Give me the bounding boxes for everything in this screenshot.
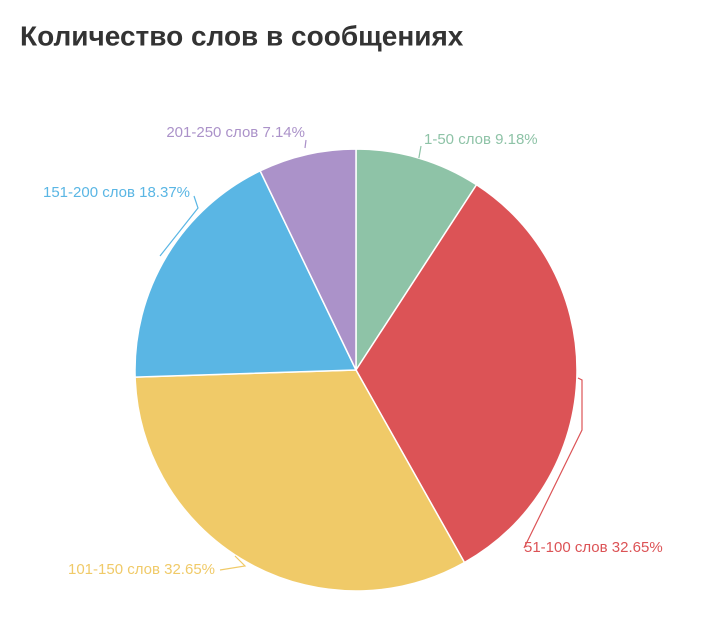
pie-slice <box>355 183 578 564</box>
leader-line <box>418 145 422 159</box>
leader-line <box>159 195 199 257</box>
pie-slice <box>259 148 357 371</box>
leader-line <box>304 139 307 149</box>
category-label: 1-50 слов <box>424 131 491 148</box>
pie-slice <box>134 369 466 592</box>
category-label: 151-200 слов <box>43 184 135 201</box>
data-label: 201-250 слов 7.14% <box>166 124 305 141</box>
chart-title: Количество слов в сообщениях <box>20 20 464 51</box>
value-label: 32.65% <box>612 539 663 556</box>
pie-slice <box>134 169 358 378</box>
leader-line <box>219 555 247 571</box>
value-label: 18.37% <box>139 184 190 201</box>
data-label: 151-200 слов 18.37% <box>43 184 190 201</box>
value-label: 7.14% <box>262 124 305 141</box>
data-label: 101-150 слов 32.65% <box>68 561 215 578</box>
category-label: 51-100 слов <box>524 539 608 556</box>
value-label: 9.18% <box>495 131 538 148</box>
category-label: 201-250 слов <box>166 124 258 141</box>
data-label: 1-50 слов 9.18% <box>424 131 538 148</box>
category-label: 101-150 слов <box>68 561 160 578</box>
value-label: 32.65% <box>164 561 215 578</box>
pie-slice <box>355 148 478 373</box>
data-label: 51-100 слов 32.65% <box>524 539 663 556</box>
leader-line <box>523 377 583 549</box>
